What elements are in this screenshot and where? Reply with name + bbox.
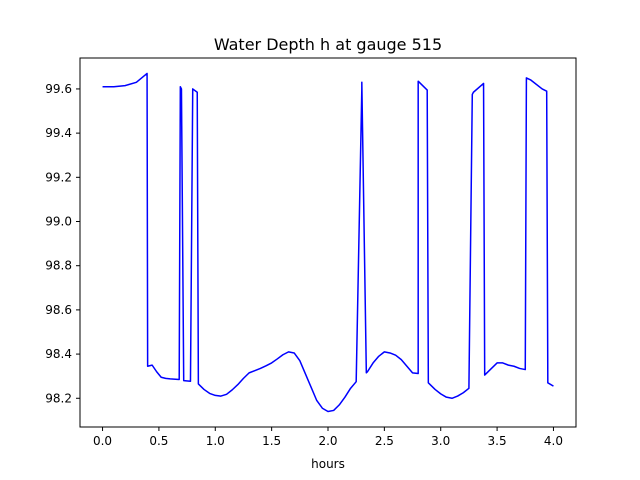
x-tick-label: 2.0 — [318, 434, 337, 448]
x-tick-label: 2.5 — [375, 434, 394, 448]
y-tick-label: 99.2 — [45, 170, 72, 184]
x-tick-label: 0.0 — [93, 434, 112, 448]
y-tick-label: 99.4 — [45, 126, 72, 140]
plot-area — [102, 72, 554, 413]
y-tick-label: 99.6 — [45, 82, 72, 96]
x-tick-label: 0.5 — [149, 434, 168, 448]
x-tick-label: 1.0 — [206, 434, 225, 448]
y-tick-label: 98.6 — [45, 303, 72, 317]
series-line-0 — [102, 72, 554, 413]
y-tick-label: 98.2 — [45, 391, 72, 405]
chart-title: Water Depth h at gauge 515 — [214, 35, 442, 54]
x-tick-label: 4.0 — [544, 434, 563, 448]
x-tick-label: 1.5 — [262, 434, 281, 448]
x-tick-label: 3.5 — [488, 434, 507, 448]
x-axis-label: hours — [311, 457, 345, 471]
x-axis: 0.0 0.5 1.0 1.5 2.0 2.5 3.0 3.5 4.0 — [93, 427, 563, 448]
plot-frame — [79, 57, 577, 428]
y-tick-label: 98.8 — [45, 259, 72, 273]
y-tick-label: 99.0 — [45, 215, 72, 229]
y-tick-label: 98.4 — [45, 347, 72, 361]
x-tick-label: 3.0 — [431, 434, 450, 448]
y-axis: 98.2 98.4 98.6 98.8 99.0 99.2 99.4 99.6 — [45, 82, 80, 405]
